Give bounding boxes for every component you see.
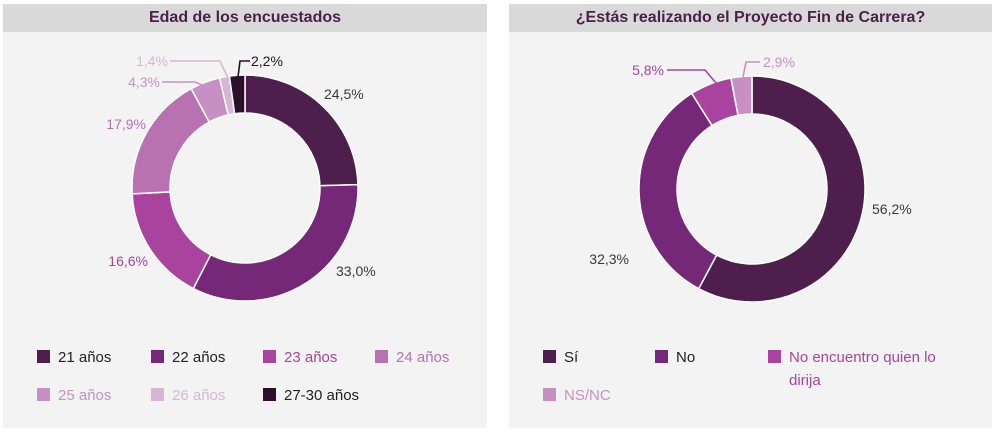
legend-label: 27-30 años <box>284 387 359 404</box>
legend-label: 21 años <box>58 349 111 366</box>
donut-slice <box>131 87 211 195</box>
legend-label: No encuentro quien lo dirija <box>789 349 936 389</box>
legend-swatch <box>263 388 276 401</box>
donut-slice <box>730 75 753 117</box>
legend-label: 22 años <box>172 349 225 366</box>
data-label: 17,9% <box>106 116 146 132</box>
leader-line <box>162 81 215 91</box>
leader-line <box>170 60 230 81</box>
legend-swatch <box>37 388 50 401</box>
donut-slice <box>228 74 246 115</box>
data-label: 2,9% <box>763 54 795 70</box>
leader-line <box>237 60 250 78</box>
legend-swatch <box>263 350 276 363</box>
leader-line <box>667 69 717 84</box>
legend-label: No <box>676 349 695 366</box>
legend-swatch <box>543 388 556 401</box>
data-label: 24,5% <box>324 86 364 102</box>
legend-label: 23 años <box>284 349 337 366</box>
legend-swatch <box>37 350 50 363</box>
chart-title-pfc: ¿Estás realizando el Proyecto Fin de Car… <box>509 4 992 32</box>
data-label: 1,4% <box>136 53 168 69</box>
legend-swatch <box>151 388 164 401</box>
leader-line <box>742 61 760 78</box>
legend-label: 26 años <box>172 387 225 404</box>
legend-label: 24 años <box>396 349 449 366</box>
legend-label: Sí <box>564 349 579 366</box>
legend-swatch <box>543 350 556 363</box>
legend-swatch <box>768 350 781 363</box>
chart-panel-pfc: ¿Estás realizando el Proyecto Fin de Car… <box>509 4 992 428</box>
data-label: 2,2% <box>251 53 283 69</box>
chart-title-age: Edad de los encuestados <box>3 4 487 32</box>
legend-swatch <box>375 350 388 363</box>
data-label: 16,6% <box>108 253 148 269</box>
data-label: 33,0% <box>336 263 376 279</box>
donut-slice <box>131 191 212 290</box>
data-label: 56,2% <box>872 201 912 217</box>
legend-swatch <box>655 350 668 363</box>
data-label: 5,8% <box>632 62 664 78</box>
legend-swatch <box>151 350 164 363</box>
data-label: 32,3% <box>589 251 629 267</box>
donut-slice <box>697 75 866 303</box>
donut-slice <box>192 183 359 302</box>
legend-label: NS/NC <box>564 387 611 404</box>
donut-slice <box>638 92 718 290</box>
legend-label: 25 años <box>58 387 111 404</box>
data-label: 4,3% <box>128 74 160 90</box>
